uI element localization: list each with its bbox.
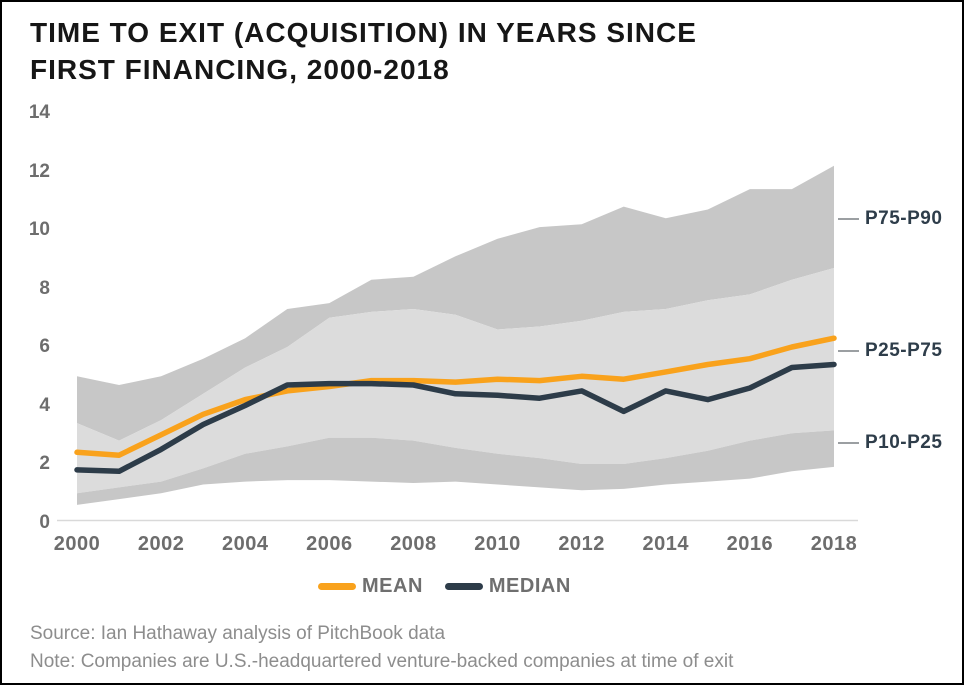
annotation-tick-p25-p75 [838,350,859,352]
x-tick-2018: 2018 [810,533,858,555]
x-tick-2010: 2010 [474,533,521,555]
y-tick-6: 6 [39,336,50,357]
y-tick-14: 14 [28,102,50,123]
chart-title-line1: Time to exit (acquisition) in years sinc… [30,17,697,48]
annotation-label-p75-p90: P75-P90 [865,208,943,229]
x-tick-2016: 2016 [726,533,774,555]
x-tick-2014: 2014 [642,533,690,555]
median-line [74,361,837,475]
legend: MEAN MEDIAN [318,575,571,598]
band-p10-p25 [77,430,834,505]
x-tick-2002: 2002 [137,533,185,555]
source-note: Source: Ian Hathaway analysis of PitchBo… [30,623,446,644]
x-tick-2006: 2006 [306,533,353,555]
mean-line-swatch [318,583,356,590]
y-tick-2: 2 [39,453,50,474]
chart-title: Time to exit (acquisition) in years sinc… [30,14,697,88]
legend-item-mean: MEAN [318,575,423,598]
x-tick-2008: 2008 [390,533,437,555]
legend-label-mean: MEAN [362,575,423,597]
chart-title-line2: first financing, 2000-2018 [30,54,450,85]
x-tick-2004: 2004 [221,533,269,555]
x-tick-2012: 2012 [558,533,605,555]
annotation-label-p10-p25: P10-P25 [865,432,943,453]
y-tick-10: 10 [28,219,50,240]
y-tick-0: 0 [39,511,50,533]
legend-label-median: MEDIAN [488,575,571,597]
methodology-note: Note: Companies are U.S.-headquartered v… [30,651,734,672]
mean-line [74,335,837,458]
legend-item-median: MEDIAN [444,575,571,598]
annotation-label-p25-p75: P25-P75 [865,340,943,361]
footer: Source: Ian Hathaway analysis of PitchBo… [30,620,733,676]
annotation-tick-p75-p90 [838,218,859,220]
annotation-tick-p10-p25 [838,442,859,444]
y-tick-8: 8 [39,277,50,299]
band-p75-p90 [77,165,834,441]
x-tick-2000: 2000 [53,533,101,555]
y-tick-4: 4 [39,394,50,416]
y-tick-12: 12 [28,160,50,182]
median-line-swatch [444,583,483,590]
